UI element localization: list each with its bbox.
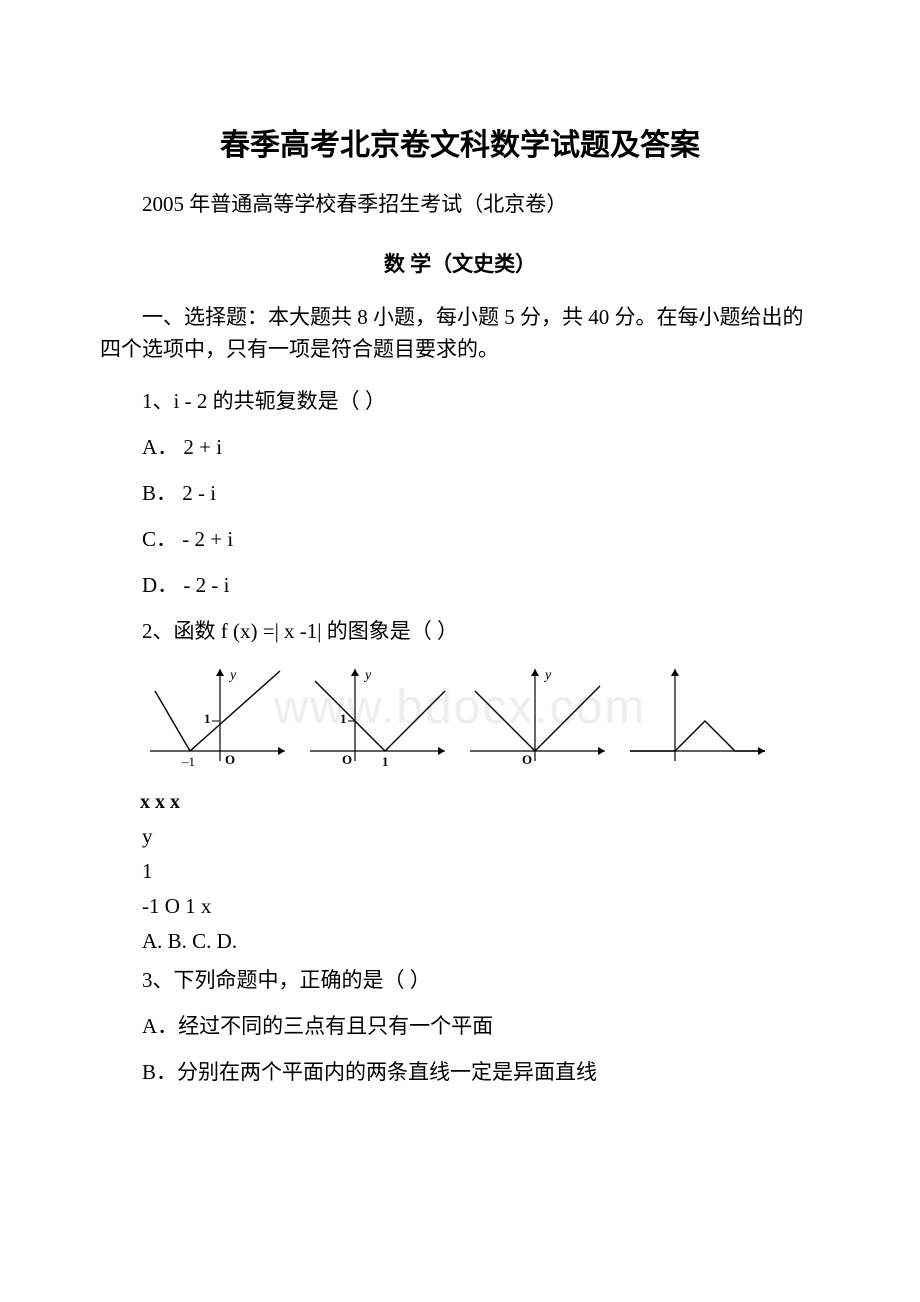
q2-graph-d <box>620 661 770 771</box>
x1-label: 1 <box>382 754 389 769</box>
q2-graph-c: y O <box>460 661 610 771</box>
instructions: 一、选择题：本大题共 8 小题，每小题 5 分，共 40 分。在每小题给出的四个… <box>100 302 820 365</box>
q1-text: 1、i - 2 的共轭复数是（ ） <box>100 385 820 415</box>
extra-line-1: y <box>100 824 820 849</box>
extra-line-4: A. B. C. D. <box>100 929 820 954</box>
origin-label: O <box>522 752 532 767</box>
q3-text: 3、下列命题中，正确的是（ ） <box>100 964 820 994</box>
q1-option-b: B． 2 - i <box>100 477 820 507</box>
axis-y-label: y <box>363 668 372 683</box>
origin-label: O <box>342 752 352 767</box>
page-title: 春季高考北京卷文科数学试题及答案 <box>100 120 820 164</box>
axis-y-label: y <box>543 668 552 683</box>
subtitle: 2005 年普通高等学校春季招生考试（北京卷） <box>100 188 820 218</box>
q2-graph-a: y O 1 –1 <box>140 661 290 771</box>
extra-bold-line: x x x <box>100 791 820 814</box>
axis-y-label: y <box>228 668 237 683</box>
q3-option-b: B．分别在两个平面内的两条直线一定是异面直线 <box>100 1056 820 1086</box>
section-title: 数 学（文史类） <box>100 248 820 278</box>
q3-option-a: A．经过不同的三点有且只有一个平面 <box>100 1010 820 1040</box>
page-content: 春季高考北京卷文科数学试题及答案 2005 年普通高等学校春季招生考试（北京卷）… <box>100 120 820 1086</box>
q2-graphs: y O 1 –1 y O 1 1 <box>140 661 820 771</box>
extra-line-3: -1 O 1 x <box>100 894 820 919</box>
q1-option-a: A． 2 + i <box>100 431 820 461</box>
xminus1-label: –1 <box>181 754 195 769</box>
y1-label: 1 <box>340 711 347 726</box>
q2-text: 2、函数 f (x) =| x -1| 的图象是（ ） <box>100 615 820 645</box>
origin-label: O <box>225 752 235 767</box>
q2-graph-b: y O 1 1 <box>300 661 450 771</box>
q1-option-d: D． - 2 - i <box>100 569 820 599</box>
q1-option-c: C． - 2 + i <box>100 523 820 553</box>
extra-line-2: 1 <box>100 859 820 884</box>
y1-label: 1 <box>204 711 211 726</box>
